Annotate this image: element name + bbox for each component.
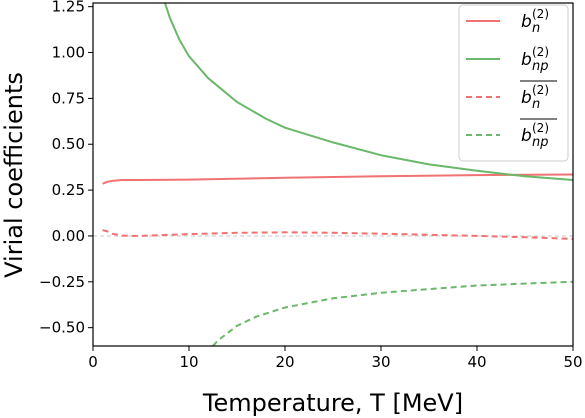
series-line-2 <box>164 3 573 181</box>
y-tick-label: 0.00 <box>52 227 85 245</box>
series-line-4 <box>212 280 573 346</box>
x-axis-label: Temperature, T [MeV] <box>202 389 463 417</box>
y-tick-label: 0.75 <box>52 89 85 107</box>
y-tick-label: 1.25 <box>52 0 85 16</box>
svg-text:b: b <box>521 88 532 108</box>
svg-text:(2): (2) <box>532 45 549 59</box>
svg-text:b: b <box>521 50 532 70</box>
y-tick-label: −0.50 <box>39 319 85 337</box>
y-axis-label: Virial coefficients <box>0 72 28 278</box>
legend-label-1: b n(2) <box>521 7 549 36</box>
x-tick-label: 50 <box>563 353 582 371</box>
x-tick-label: 40 <box>467 353 486 371</box>
ticks-layer: 0 10 20 30 40 50 −0.50 −0.25 0.00 0.25 0.50 0.75 1.0… <box>39 0 583 371</box>
y-tick-label: 0.50 <box>52 135 85 153</box>
x-tick-label: 10 <box>179 353 198 371</box>
svg-text:np: np <box>532 135 549 150</box>
y-tick-label: 0.25 <box>52 181 85 199</box>
svg-text:b: b <box>521 12 532 32</box>
svg-text:b: b <box>521 126 532 146</box>
legend-box <box>458 4 569 162</box>
legend-label-4: b np(2) <box>520 118 557 150</box>
svg-text:(2): (2) <box>532 7 549 21</box>
svg-text:(2): (2) <box>532 121 549 135</box>
svg-text:(2): (2) <box>532 83 549 97</box>
y-tick-label: 1.00 <box>52 44 85 62</box>
svg-text:n: n <box>532 97 540 112</box>
series-layer <box>102 3 573 346</box>
legend-label-3: b n(2) <box>520 80 557 112</box>
series-line-1 <box>102 173 573 185</box>
x-tick-label: 0 <box>88 353 98 371</box>
x-tick-label: 30 <box>371 353 390 371</box>
x-tick-label: 20 <box>275 353 294 371</box>
legend-label-2: b np(2) <box>521 45 549 74</box>
svg-text:n: n <box>532 21 540 36</box>
legend: b n(2)b np(2)b n(2)b np(2) <box>458 4 569 162</box>
plot-frame <box>92 2 574 347</box>
y-tick-label: −0.25 <box>39 273 85 291</box>
svg-text:np: np <box>532 59 549 74</box>
series-line-3 <box>102 229 573 240</box>
